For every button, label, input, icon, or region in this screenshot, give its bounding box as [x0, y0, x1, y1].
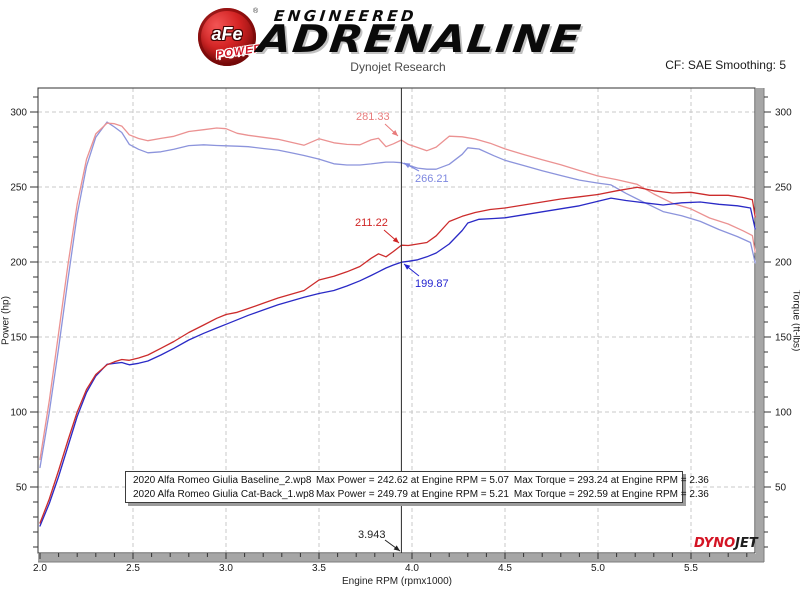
legend-row: 2020 Alfa Romeo Giulia Baseline_2.wp8 Max… [126, 473, 709, 487]
svg-text:3.5: 3.5 [312, 563, 326, 574]
afe-power-logo: aFe [198, 8, 256, 66]
right-axis-title: Torque (ft-lbs) [790, 289, 800, 352]
svg-text:4.5: 4.5 [498, 563, 512, 574]
smoothing-setting-label: CF: SAE Smoothing: 5 [665, 58, 786, 72]
svg-text:200: 200 [775, 258, 792, 269]
registered-mark: ® [253, 8, 259, 15]
svg-text:300: 300 [775, 108, 792, 119]
svg-text:281.33: 281.33 [356, 111, 390, 123]
svg-text:5.0: 5.0 [591, 563, 605, 574]
svg-text:250: 250 [10, 183, 27, 194]
svg-text:250: 250 [775, 183, 792, 194]
svg-text:200: 200 [10, 258, 27, 269]
legend-row: 2020 Alfa Romeo Giulia Cat-Back_1.wp8 Max… [126, 487, 709, 501]
svg-text:2.5: 2.5 [126, 563, 140, 574]
svg-text:211.22: 211.22 [355, 217, 388, 229]
legend-file-name: 2020 Alfa Romeo Giulia Baseline_2.wp8 [133, 474, 312, 486]
left-axis-title: Power (hp) [0, 296, 12, 345]
watermark-jet: JET [735, 536, 758, 551]
svg-text:199.87: 199.87 [415, 278, 449, 290]
header: aFe ® POWER ENGINEERED ADRENALINE Dynoje… [0, 0, 800, 86]
svg-text:4.0: 4.0 [405, 563, 419, 574]
svg-text:3.0: 3.0 [219, 563, 233, 574]
legend-max-power: Max Power = 249.79 at Engine RPM = 5.21 [316, 488, 509, 500]
legend-max-torque: Max Torque = 293.24 at Engine RPM = 2.36 [513, 474, 709, 486]
svg-text:50: 50 [16, 483, 28, 494]
dynojet-research-subtitle: Dynojet Research [350, 60, 446, 74]
legend-file-name: 2020 Alfa Romeo Giulia Cat-Back_1.wp8 [133, 488, 315, 500]
watermark-dyno: DYNO [694, 536, 736, 551]
svg-text:100: 100 [10, 408, 27, 419]
annotations: 281.33 266.21 211.22 199.87 3.943 [355, 111, 449, 552]
axis-ticks [30, 96, 771, 559]
gridlines [38, 88, 755, 553]
legend-max-power: Max Power = 242.62 at Engine RPM = 5.07 [316, 474, 509, 486]
svg-text:100: 100 [775, 408, 792, 419]
svg-text:50: 50 [775, 483, 787, 494]
curve-torque-baseline [39, 121, 756, 469]
svg-text:150: 150 [10, 333, 27, 344]
dynojet-watermark: DYNOJET [694, 536, 758, 552]
svg-text:300: 300 [10, 108, 27, 119]
plot-frame [37, 87, 756, 554]
curve-power-baseline [39, 197, 756, 527]
svg-text:3.943: 3.943 [358, 529, 386, 541]
svg-text:2.0: 2.0 [33, 563, 47, 574]
svg-text:266.21: 266.21 [415, 173, 449, 185]
legend: 2020 Alfa Romeo Giulia Baseline_2.wp8 Max… [125, 471, 709, 503]
x-axis-title: Engine RPM (rpmx1000) [341, 576, 453, 587]
svg-text:5.5: 5.5 [684, 563, 698, 574]
curve-torque-catback [39, 122, 756, 461]
curve-power-catback [39, 186, 756, 524]
logo-adrenaline-text: ADRENALINE [255, 17, 584, 61]
afe-logo-text: aFe [211, 24, 243, 44]
legend-max-torque: Max Torque = 292.59 at Engine RPM = 2.36 [513, 488, 709, 500]
svg-text:150: 150 [775, 333, 792, 344]
plot-bevel [38, 88, 765, 563]
axis-tick-labels: 2.0 2.5 3.0 3.5 4.0 4.5 5.0 5.5 50 50 100 100 150 150… [10, 108, 792, 575]
